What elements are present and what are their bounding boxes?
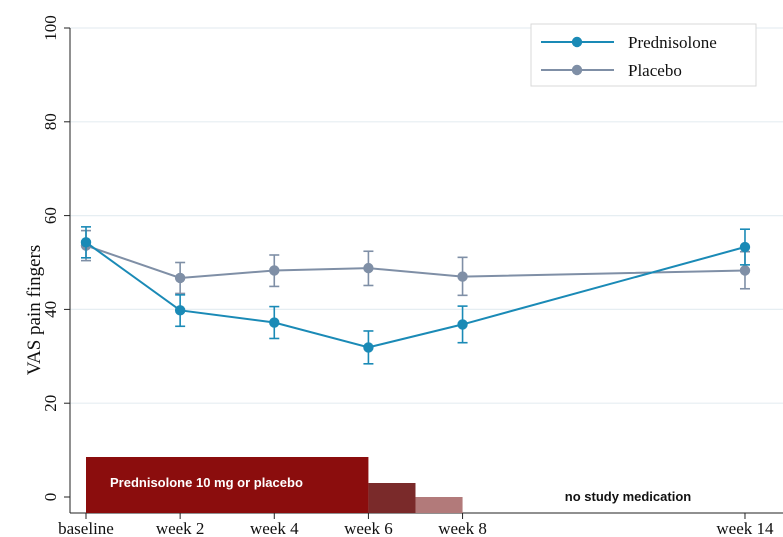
- y-axis: 0 20 40 60 80 100: [41, 15, 71, 513]
- y-axis-title: VAS pain fingers: [24, 245, 45, 376]
- data-point: [363, 342, 374, 353]
- y-tick-label: 60: [41, 207, 60, 224]
- x-tick-label: week 8: [438, 519, 487, 537]
- data-point: [739, 241, 751, 253]
- data-point: [80, 237, 92, 248]
- x-tick-label: week 2: [156, 519, 205, 537]
- legend-label: Prednisolone: [628, 33, 717, 52]
- data-point: [739, 265, 751, 276]
- x-tick-label: baseline: [58, 519, 114, 537]
- data-point: [363, 262, 374, 274]
- y-tick-label: 40: [41, 301, 60, 318]
- data-point: [457, 319, 468, 330]
- series-line: [85, 241, 746, 349]
- legend-label: Placebo: [628, 61, 682, 80]
- treatment-bars: Prednisolone 10 mg or placebo no study me…: [86, 457, 691, 513]
- y-tick-label: 0: [41, 493, 60, 502]
- treatment-bar: [415, 497, 463, 513]
- data-point: [269, 265, 280, 276]
- data-point: [174, 272, 186, 284]
- treatment-bar-label: Prednisolone 10 mg or placebo: [110, 475, 303, 490]
- legend: Prednisolone Placebo: [530, 23, 757, 87]
- series-line: [85, 244, 746, 279]
- legend-box: [530, 23, 757, 87]
- data-point: [457, 271, 468, 282]
- x-tick-label: week 14: [716, 519, 774, 537]
- y-tick-label: 80: [41, 113, 60, 130]
- no-study-medication-label: no study medication: [565, 489, 691, 504]
- grid: [70, 27, 783, 404]
- y-tick-label: 100: [41, 15, 60, 41]
- treatment-bar: [368, 483, 416, 513]
- x-tick-label: week 4: [250, 519, 299, 537]
- data-point: [269, 317, 280, 328]
- legend-marker: [571, 36, 583, 48]
- treatment-bar: [86, 457, 369, 513]
- series-prednisolone: [80, 226, 751, 365]
- series-layer: [80, 226, 751, 365]
- y-tick-label: 20: [41, 395, 60, 412]
- x-axis: baseline week 2 week 4 week 6 week 8 week 14: [58, 512, 783, 537]
- data-point: [174, 305, 186, 316]
- x-tick-label: week 6: [344, 519, 393, 537]
- legend-marker: [571, 64, 583, 76]
